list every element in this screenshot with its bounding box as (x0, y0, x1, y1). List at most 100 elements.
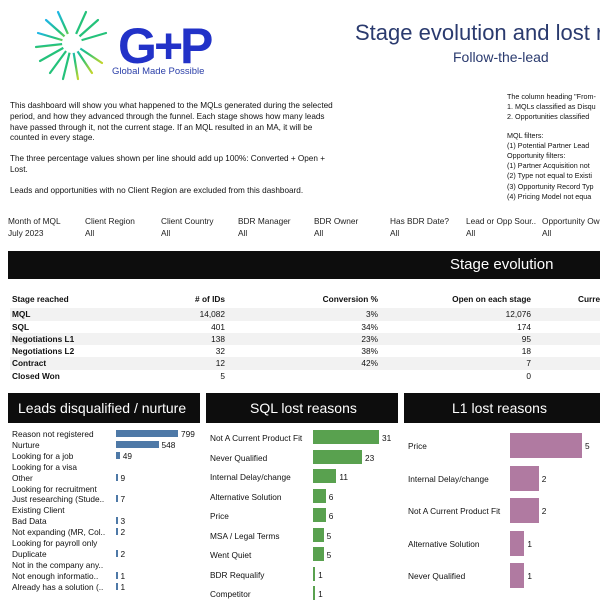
l1-lost-chart: Price 5 Internal Delay/change 2 Not A Curren… (404, 428, 600, 600)
filter-month-of-mql[interactable]: Month of MQL July 2023 (8, 216, 61, 238)
bar-label: Alternative Solution (408, 538, 480, 549)
filter-value[interactable]: All (542, 228, 552, 238)
bar-value: 7 (120, 494, 126, 505)
bar[interactable] (510, 563, 525, 588)
table-row[interactable]: Contract 12 42% 7 (10, 357, 600, 370)
filter-bdr-owner[interactable]: BDR Owner All (314, 216, 358, 238)
filter-has-bdr-date[interactable]: Has BDR Date? All (390, 216, 449, 238)
filter-value[interactable]: July 2023 (8, 228, 44, 238)
bar[interactable] (313, 547, 324, 561)
bar[interactable] (510, 498, 539, 523)
bar[interactable] (116, 517, 118, 525)
intro-paragraph: Leads and opportunities with no Client R… (10, 185, 304, 195)
filter-lead-or-opp-source[interactable]: Lead or Opp Sour.. All (466, 216, 536, 238)
bar-value: 1 (527, 571, 533, 581)
bar-value: 2 (120, 548, 126, 559)
bar[interactable] (313, 449, 362, 464)
id-count: 32 (215, 346, 225, 357)
bar[interactable] (313, 508, 326, 522)
column-header: Curre (578, 294, 600, 304)
sql-lost-chart: Not A Current Product Fit 31 Never Qualifi… (206, 428, 398, 600)
column-header: # of IDs (195, 294, 225, 304)
bar-value: 1 (120, 570, 126, 581)
l1-lost-banner: L1 lost reasons (404, 393, 600, 423)
brand-tagline: Global Made Possible (112, 66, 205, 77)
bar-label: Never Qualified (210, 452, 268, 463)
bar[interactable] (116, 495, 118, 503)
id-count: 401 (211, 321, 225, 332)
bar-label: Not enough informatio.. (12, 570, 99, 581)
intro-paragraph: This dashboard will show you what happen… (10, 101, 333, 143)
table-row[interactable]: SQL 401 34% 174 (10, 321, 600, 333)
bar[interactable] (313, 586, 316, 600)
table-row[interactable]: Negotiations L2 32 38% 18 (10, 345, 600, 357)
bar[interactable] (116, 528, 118, 536)
note-line: (1) Potential Partner Lead (507, 140, 590, 150)
bar[interactable] (313, 430, 379, 444)
bar-label: Looking for payroll only (12, 538, 98, 548)
filter-value[interactable]: All (85, 228, 95, 238)
bar-value: 1 (527, 538, 533, 549)
open-count: 95 (521, 333, 531, 344)
id-count: 138 (211, 333, 225, 344)
table-row[interactable]: MQL 14,082 3% 12,076 (10, 308, 600, 321)
stage-evolution-title: Stage evolution (450, 256, 554, 273)
note-line: Opportunity filters: (507, 151, 566, 161)
bar[interactable] (116, 571, 118, 579)
filter-value[interactable]: All (466, 228, 476, 238)
table-header: Stage reached # of IDs Conversion % Open… (10, 293, 600, 305)
note-line: The column heading "From- (507, 92, 596, 101)
filter-client-region[interactable]: Client Region All (85, 216, 135, 238)
bar-label: Not A Current Product Fit (210, 433, 303, 443)
bar-value: 49 (122, 450, 133, 461)
filter-opportunity-owner[interactable]: Opportunity Ow All (542, 216, 600, 238)
bar[interactable] (313, 488, 326, 503)
sql-lost-title: SQL lost reasons (250, 400, 357, 416)
stage-name: Contract (12, 358, 47, 369)
bar[interactable] (116, 582, 118, 590)
conversion-pct: 3% (366, 309, 378, 320)
bar-label: Duplicate (12, 548, 47, 559)
bar[interactable] (116, 440, 159, 448)
open-count: 12,076 (505, 309, 531, 320)
bar[interactable] (116, 473, 118, 481)
bar-value: 5 (326, 550, 332, 560)
bar-label: Other (12, 472, 33, 483)
bar-value: 2 (541, 473, 547, 484)
table-row[interactable]: Closed Won 5 0 (10, 370, 600, 382)
bar[interactable] (510, 465, 539, 491)
filter-client-country[interactable]: Client Country All (161, 216, 214, 238)
open-count: 174 (517, 321, 531, 332)
bar-label: Never Qualified (408, 571, 466, 581)
bar-value: 2 (541, 506, 547, 516)
notes-panel: The column heading "From- 1. MQLs classi… (507, 92, 600, 202)
bar-value: 3 (120, 516, 126, 527)
bar-value: 6 (328, 491, 334, 502)
bar[interactable] (116, 549, 118, 557)
filter-value[interactable]: All (314, 228, 324, 238)
filter-label: Client Country (161, 216, 214, 226)
conversion-pct: 38% (361, 346, 378, 357)
bar[interactable] (313, 566, 316, 581)
page-subtitle: Follow-the-lead (453, 49, 549, 65)
filter-label: Month of MQL (8, 216, 61, 226)
stage-evolution-banner: Stage evolution (8, 251, 600, 279)
filter-label: Opportunity Ow (542, 216, 600, 226)
filter-bdr-manager[interactable]: BDR Manager All (238, 216, 291, 238)
bar[interactable] (510, 530, 525, 556)
bar[interactable] (313, 527, 324, 542)
svg-text:+: + (154, 18, 183, 74)
bar[interactable] (510, 433, 582, 458)
filter-value[interactable]: All (238, 228, 248, 238)
column-header: Conversion % (322, 294, 378, 304)
table-row[interactable]: Negotiations L1 138 23% 95 (10, 332, 600, 346)
bar-label: Just researching (Stude.. (12, 494, 105, 505)
filter-value[interactable]: All (390, 228, 400, 238)
bar[interactable] (116, 451, 120, 459)
open-count: 0 (526, 370, 531, 381)
conversion-pct: 34% (361, 321, 378, 332)
filter-value[interactable]: All (161, 228, 171, 238)
bar[interactable] (313, 469, 337, 483)
svg-text:G: G (118, 18, 157, 74)
bar[interactable] (116, 430, 178, 437)
